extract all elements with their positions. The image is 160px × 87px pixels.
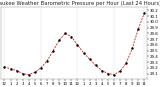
Title: Milwaukee Weather Barometric Pressure per Hour (Last 24 Hours): Milwaukee Weather Barometric Pressure pe…: [0, 1, 160, 6]
